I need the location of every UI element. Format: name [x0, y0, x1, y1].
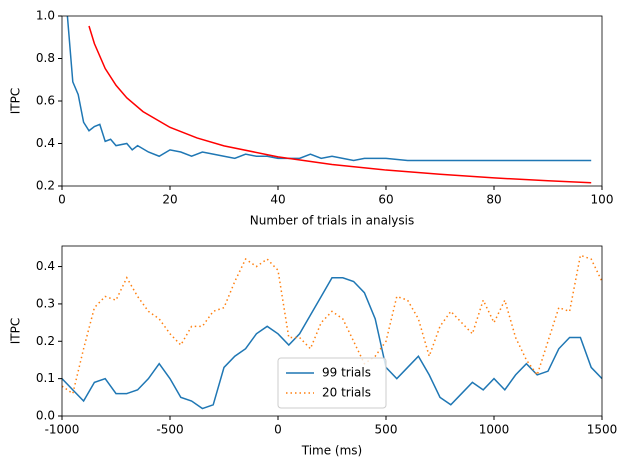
y-tick-label: 0.4: [36, 136, 55, 150]
y-axis-label: ITPC: [9, 318, 23, 344]
x-tick-label: -500: [156, 423, 183, 437]
x-tick-label: -1000: [45, 423, 80, 437]
legend-label: 20 trials: [322, 386, 371, 400]
series-line: [66, 16, 592, 162]
x-tick-label: 80: [486, 193, 501, 207]
x-tick-label: 60: [378, 193, 393, 207]
y-tick-label: 0.6: [36, 94, 55, 108]
x-tick-label: 40: [270, 193, 285, 207]
y-tick-label: 0.2: [36, 334, 55, 348]
y-tick-label: 0.3: [36, 296, 55, 310]
series-line: [62, 277, 602, 410]
x-axis-label: Time (ms): [301, 444, 363, 458]
x-tick-label: 0: [274, 423, 282, 437]
y-tick-label: 0.4: [36, 259, 55, 273]
axes-frame: [61, 245, 603, 417]
legend-box: [277, 357, 387, 409]
x-tick-label: 20: [162, 193, 177, 207]
y-tick-label: 0.8: [36, 51, 55, 65]
x-tick-label: 100: [591, 193, 614, 207]
legend-label: 99 trials: [322, 366, 371, 380]
x-tick-label: 1000: [479, 423, 510, 437]
chart: -1000 -500 0 500 1000 1500 0.0 0.1 0.2 0.3 0.4 Time…: [9, 245, 618, 458]
y-axis-label: ITPC: [9, 88, 23, 114]
x-tick-label: 0: [58, 193, 66, 207]
x-tick-label: 500: [375, 423, 398, 437]
y-tick-label: 0.2: [36, 179, 55, 193]
x-tick-label: 1500: [587, 423, 618, 437]
chart: 0 20 40 60 80 100 0.2 0.4 0.6 0.8 1.0 Number of tri…: [9, 9, 614, 228]
series-line: [62, 254, 602, 395]
x-axis-label: Number of trials in analysis: [250, 214, 414, 228]
y-tick-label: 0.1: [36, 371, 55, 385]
y-tick-label: 1.0: [36, 9, 55, 23]
y-tick-label: 0.0: [36, 409, 55, 423]
series-line: [88, 25, 592, 184]
